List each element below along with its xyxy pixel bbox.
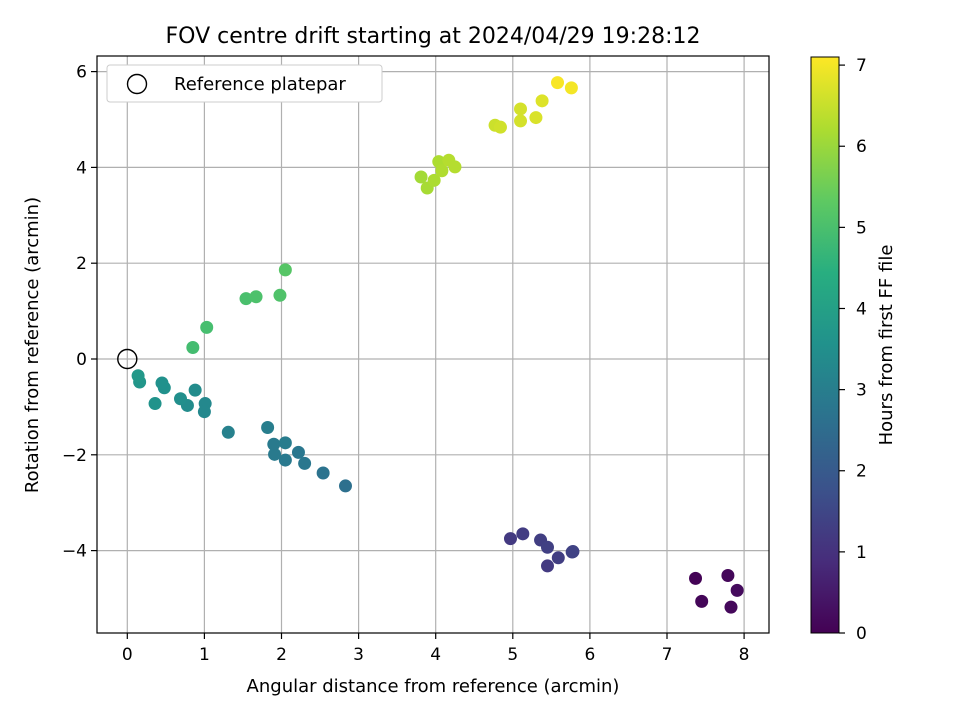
scatter-point xyxy=(535,94,549,108)
y-tick-label: −2 xyxy=(62,446,87,466)
colorbar-tick-label: 1 xyxy=(856,543,867,563)
x-tick-label: 4 xyxy=(430,645,441,665)
colorbar-tick-label: 4 xyxy=(856,299,867,319)
colorbar-tick-label: 3 xyxy=(856,381,867,401)
colorbar: 0 1 2 3 4 5 6 7 Hours from first FF file xyxy=(810,56,897,644)
scatter-point xyxy=(249,290,263,304)
scatter-point xyxy=(197,405,211,419)
x-tick-label: 0 xyxy=(122,645,133,665)
colorbar-tick-label: 5 xyxy=(856,218,867,238)
scatter-point xyxy=(540,559,554,573)
data-points xyxy=(131,76,744,614)
scatter-point xyxy=(200,320,214,334)
scatter-point xyxy=(427,173,441,187)
scatter-point xyxy=(239,292,253,306)
scatter-point xyxy=(514,114,528,128)
scatter-point xyxy=(291,445,305,459)
y-tick-label: −4 xyxy=(62,542,87,562)
scatter-point xyxy=(188,383,202,397)
x-tick-label: 6 xyxy=(584,645,595,665)
scatter-point xyxy=(689,571,703,585)
scatter-point xyxy=(414,170,428,184)
scatter-point xyxy=(730,583,744,597)
scatter-point xyxy=(721,569,735,583)
scatter-point xyxy=(173,392,187,406)
scatter-point xyxy=(516,527,530,541)
scatter-point xyxy=(298,456,312,470)
y-tick-label: 6 xyxy=(76,63,87,83)
x-tick-label: 2 xyxy=(276,645,287,665)
scatter-point xyxy=(435,164,449,178)
colorbar-tick-label: 2 xyxy=(856,462,867,482)
legend-box xyxy=(106,64,383,103)
x-tick-label: 8 xyxy=(739,645,750,665)
y-tick-label: 0 xyxy=(76,350,87,370)
scatter-point xyxy=(186,341,200,355)
legend-entry: Reference platepar xyxy=(174,74,346,95)
scatter-point xyxy=(724,600,738,614)
x-tick-label: 7 xyxy=(662,645,673,665)
colorbar-ticks: 0 1 2 3 4 5 6 7 xyxy=(839,56,867,644)
scatter-point xyxy=(278,453,292,467)
y-axis-ticks: −4 −2 0 2 4 6 xyxy=(62,63,97,562)
colorbar-gradient xyxy=(810,56,840,634)
scatter-point xyxy=(131,369,145,383)
scatter-point xyxy=(695,594,709,608)
legend-marker-icon xyxy=(126,73,148,95)
colorbar-tick-label: 7 xyxy=(856,56,867,76)
scatter-point xyxy=(273,288,287,302)
x-tick-label: 3 xyxy=(353,645,364,665)
scatter-point xyxy=(551,551,565,565)
scatter-point xyxy=(529,111,543,125)
scatter-point xyxy=(155,376,169,390)
grid xyxy=(97,56,769,633)
reference-point xyxy=(117,348,138,370)
y-axis-label: Rotation from reference (arcmin) xyxy=(22,197,43,493)
y-tick-label: 2 xyxy=(76,254,87,274)
scatter-point xyxy=(540,540,554,554)
colorbar-label: Hours from first FF file xyxy=(876,245,897,446)
colorbar-tick-label: 6 xyxy=(856,137,867,157)
scatter-point xyxy=(564,81,578,95)
y-tick-label: 4 xyxy=(76,158,87,178)
chart-title: FOV centre drift starting at 2024/04/29 … xyxy=(166,24,701,49)
plot-frame xyxy=(96,55,770,634)
scatter-point xyxy=(148,397,162,411)
x-tick-label: 5 xyxy=(507,645,518,665)
scatter-point xyxy=(267,437,281,451)
colorbar-tick-label: 0 xyxy=(856,624,867,644)
x-axis-label: Angular distance from reference (arcmin) xyxy=(247,676,620,697)
scatter-point xyxy=(551,76,565,90)
scatter-point xyxy=(278,436,292,450)
scatter-point xyxy=(338,479,352,493)
scatter-point xyxy=(566,545,580,559)
scatter-point xyxy=(268,447,282,461)
scatter-point xyxy=(316,466,330,480)
scatter-point xyxy=(448,160,462,174)
scatter-point xyxy=(493,120,507,134)
scatter-point xyxy=(514,102,528,116)
scatter-point xyxy=(503,532,517,546)
scatter-point xyxy=(278,263,292,277)
scatter-point xyxy=(261,420,275,434)
x-tick-label: 1 xyxy=(199,645,210,665)
scatter-point xyxy=(221,425,235,439)
legend: Reference platepar xyxy=(106,64,383,103)
x-axis-ticks: 0 1 2 3 4 5 6 7 8 xyxy=(122,633,750,665)
